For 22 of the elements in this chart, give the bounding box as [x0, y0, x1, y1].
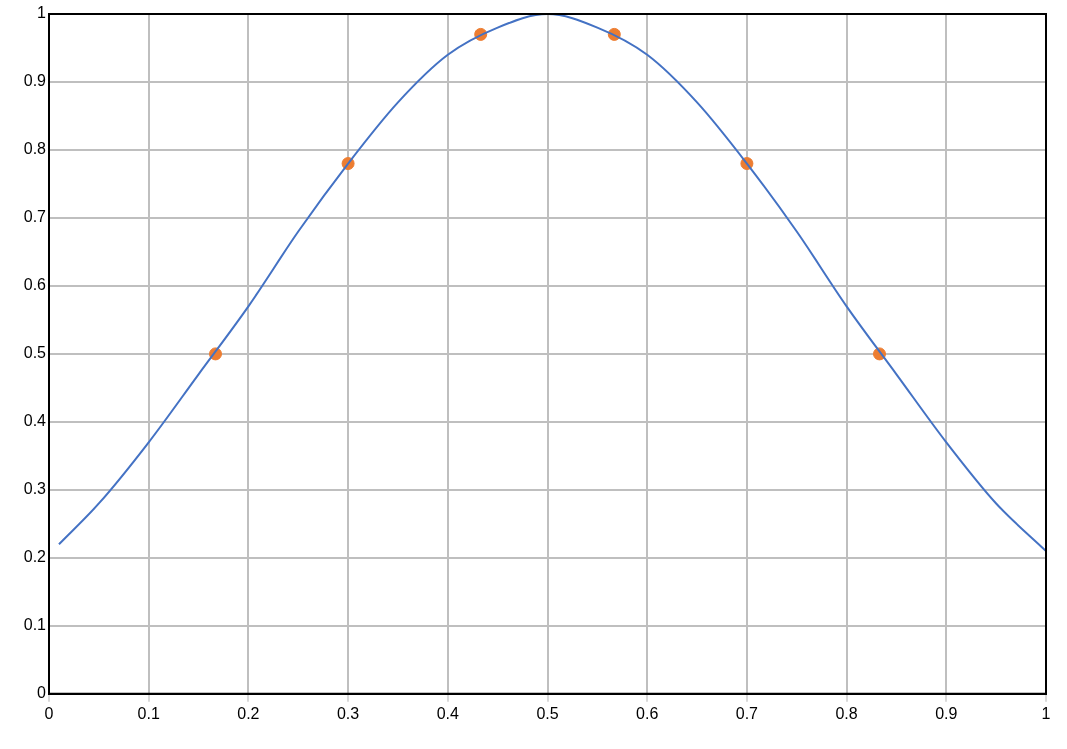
- x-tick-label: 0.6: [636, 704, 659, 722]
- x-tick-label: 0.4: [436, 704, 460, 722]
- y-tick-label: 0: [37, 684, 47, 702]
- y-tick-label: 1: [37, 4, 47, 22]
- y-tick-label: 0.2: [23, 548, 47, 566]
- y-tick-label: 0.1: [23, 616, 47, 634]
- y-tick-label: 0.6: [23, 276, 47, 294]
- x-tick-label: 1: [1041, 704, 1051, 722]
- x-tick-label: 0.9: [935, 704, 958, 722]
- y-tick-label: 0.7: [23, 208, 47, 226]
- y-tick-label: 0.4: [23, 412, 47, 430]
- x-tick-label: 0.7: [735, 704, 759, 722]
- y-tick-label: 0.9: [23, 72, 47, 90]
- y-tick-label: 0.3: [23, 480, 47, 498]
- y-tick-label: 0.8: [23, 140, 47, 158]
- x-tick-label: 0.5: [536, 704, 559, 722]
- x-tick-label: 0.1: [137, 704, 160, 722]
- x-tick-label: 0.3: [336, 704, 360, 722]
- y-tick-label: 0.5: [23, 344, 47, 362]
- x-tick-label: 0.2: [237, 704, 260, 722]
- line-series: [57, 14, 1046, 553]
- x-tick-label: 0.8: [835, 704, 858, 722]
